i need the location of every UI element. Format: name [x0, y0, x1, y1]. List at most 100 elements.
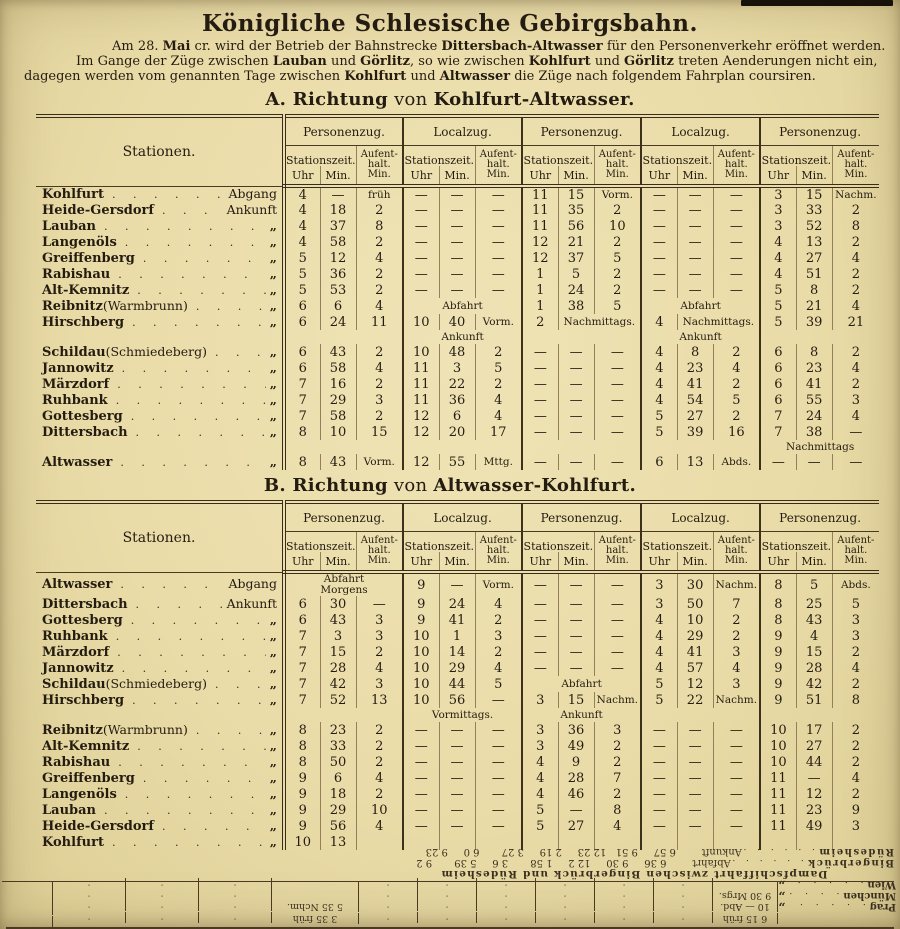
aufenthalt-line: halt. — [605, 159, 629, 171]
aufenthalt-line: Min. — [486, 169, 510, 181]
hour-cell: — — [640, 754, 678, 771]
arrival-label: „ — [269, 233, 277, 249]
hour-cell: — — [521, 572, 559, 597]
hour-cell: 11 — [521, 202, 559, 219]
leader-dots: . . . . . . . . . . . . . . . . . . — [162, 820, 266, 832]
minute-cell: 38 — [557, 298, 595, 315]
minute-cell: — — [676, 266, 714, 283]
minute-cell: — — [676, 770, 714, 787]
minute-cell: — — [676, 250, 714, 267]
text-segment: Kohlfurt — [344, 68, 407, 84]
halt-cell: — — [712, 818, 761, 835]
note-row: Vormittags. Ankunft — [36, 708, 880, 723]
station-name: Rabishau — [42, 266, 111, 282]
arrival-label: „ — [269, 249, 277, 265]
halt-cell: 2 — [831, 266, 880, 283]
minute-cell: — — [676, 818, 714, 835]
hour-cell: 11 — [521, 218, 559, 235]
time-note-cell — [521, 440, 642, 455]
station-cell: Alt-Kemnitz . . . . . . . . . . . . . . .… — [36, 282, 284, 298]
text-segment: Dittersbach-Altwasser — [441, 39, 603, 54]
aufenthalt-header: Aufent-halt. Min. — [831, 531, 880, 575]
aufenthalt-header: Aufent-halt. Min. — [712, 531, 761, 575]
table-row: Alt-Kemnitz . . . . . . . . . . . . . . .… — [36, 282, 880, 299]
halt-cell: Vorm. — [474, 314, 523, 331]
minute-cell: 41 — [438, 612, 476, 629]
minute-cell: 12 — [676, 676, 714, 693]
hour-cell: — — [402, 218, 440, 235]
minute-cell: 3 — [319, 628, 356, 645]
minute-cell: 10 — [676, 612, 714, 629]
halt-cell: 4 — [355, 360, 404, 377]
halt-cell: 5 — [474, 360, 523, 377]
hour-cell: 10 — [402, 628, 440, 645]
minute-cell: 5 — [795, 572, 833, 597]
hour-cell: 7 — [282, 676, 320, 693]
station-wrap: Alt-Kemnitz . . . . . . . . . . . . . . .… — [36, 737, 282, 753]
minute-cell: 56 — [557, 218, 595, 235]
hour-cell: — — [521, 376, 559, 393]
halt-cell: früh — [355, 186, 404, 203]
text-segment: , so wie zwischen — [410, 53, 529, 69]
halt-cell: 4 — [474, 408, 523, 425]
halt-cell: — — [593, 408, 642, 425]
station-cell: Dittersbach . . . . . . . . . . . . . . .… — [36, 596, 284, 612]
leader-dots: . . . . . . . . . . . . . . . . . . — [162, 204, 223, 216]
intro-line: Im Gange der Züge zwischen Lauban und Gö… — [24, 53, 877, 70]
arrival-label: „ — [269, 737, 277, 753]
aufenthalt-header: Aufent-halt. Min. — [474, 531, 523, 575]
torn-ink-mark — [741, 0, 893, 6]
uhr-header: Uhr — [402, 552, 440, 575]
halt-cell: 2 — [593, 786, 642, 803]
hour-cell: — — [402, 802, 440, 819]
min-header: Min. — [676, 166, 714, 189]
halt-cell: — — [474, 282, 523, 299]
hour-cell: 7 — [282, 692, 320, 709]
minute-cell: 52 — [319, 692, 356, 709]
arrival-label: „ — [269, 691, 277, 707]
minute-cell: — — [557, 660, 595, 677]
page-title: Königliche Schlesische Gebirgsbahn. — [201, 10, 699, 37]
station-wrap: Reibnitz (Warmbrunn) . . . . . . . . . . … — [36, 723, 282, 737]
hour-cell: — — [640, 218, 678, 235]
minute-cell: 15 — [557, 692, 595, 709]
halt-cell: Abds. — [712, 454, 761, 471]
hour-cell — [759, 834, 797, 851]
hour-cell: 5 — [282, 250, 320, 267]
minute-cell: 15 — [795, 186, 833, 203]
halt-cell: 4 — [355, 660, 404, 677]
min-header: Min. — [557, 166, 595, 189]
halt-cell: 2 — [831, 282, 880, 299]
aufenthalt-line: Min. — [844, 555, 868, 567]
steamship-station: Rüdesheim — [817, 846, 894, 857]
station-name: Altwasser — [42, 454, 113, 470]
station-wrap: Lauban . . . . . . . . . . . . . . . . . … — [36, 803, 282, 817]
halt-cell: 4 — [593, 818, 642, 835]
steamship-time: 1 58 — [530, 857, 553, 868]
minute-cell: 50 — [319, 754, 356, 771]
hour-cell: 7 — [282, 660, 320, 677]
leader-dots: . . . . . . . . . . . . . . . . . . — [118, 268, 266, 280]
station-cell: Gottesberg . . . . . . . . . . . . . . . … — [36, 612, 284, 628]
empty-cell: · — [359, 912, 418, 923]
hour-cell: 3 — [521, 722, 559, 739]
minute-cell: 33 — [795, 202, 833, 219]
empty-cell: · — [359, 889, 418, 900]
steamship-time: 6 36 — [644, 857, 667, 868]
aufenthalt-line: Min. — [367, 555, 391, 567]
minute-cell: — — [319, 186, 356, 203]
leader-dots: . . . . . . . — [742, 846, 815, 856]
train-type-header: Localzug. — [402, 116, 523, 147]
hour-cell: — — [521, 392, 559, 409]
station-wrap: Ruhbank . . . . . . . . . . . . . . . . .… — [36, 629, 282, 643]
table-row: Ruhbank . . . . . . . . . . . . . . . . .… — [36, 628, 880, 645]
minute-cell: 27 — [676, 408, 714, 425]
halt-cell: 8 — [593, 802, 642, 819]
minute-cell: 6 — [319, 298, 356, 315]
text-segment: Am 28. — [112, 39, 163, 54]
leader-dots: . . . . . . . . . . . . . . . . . . — [115, 394, 266, 406]
hour-cell: 5 — [640, 676, 678, 693]
halt-cell: — — [831, 424, 880, 441]
station-wrap: Dittersbach . . . . . . . . . . . . . . .… — [36, 597, 282, 611]
